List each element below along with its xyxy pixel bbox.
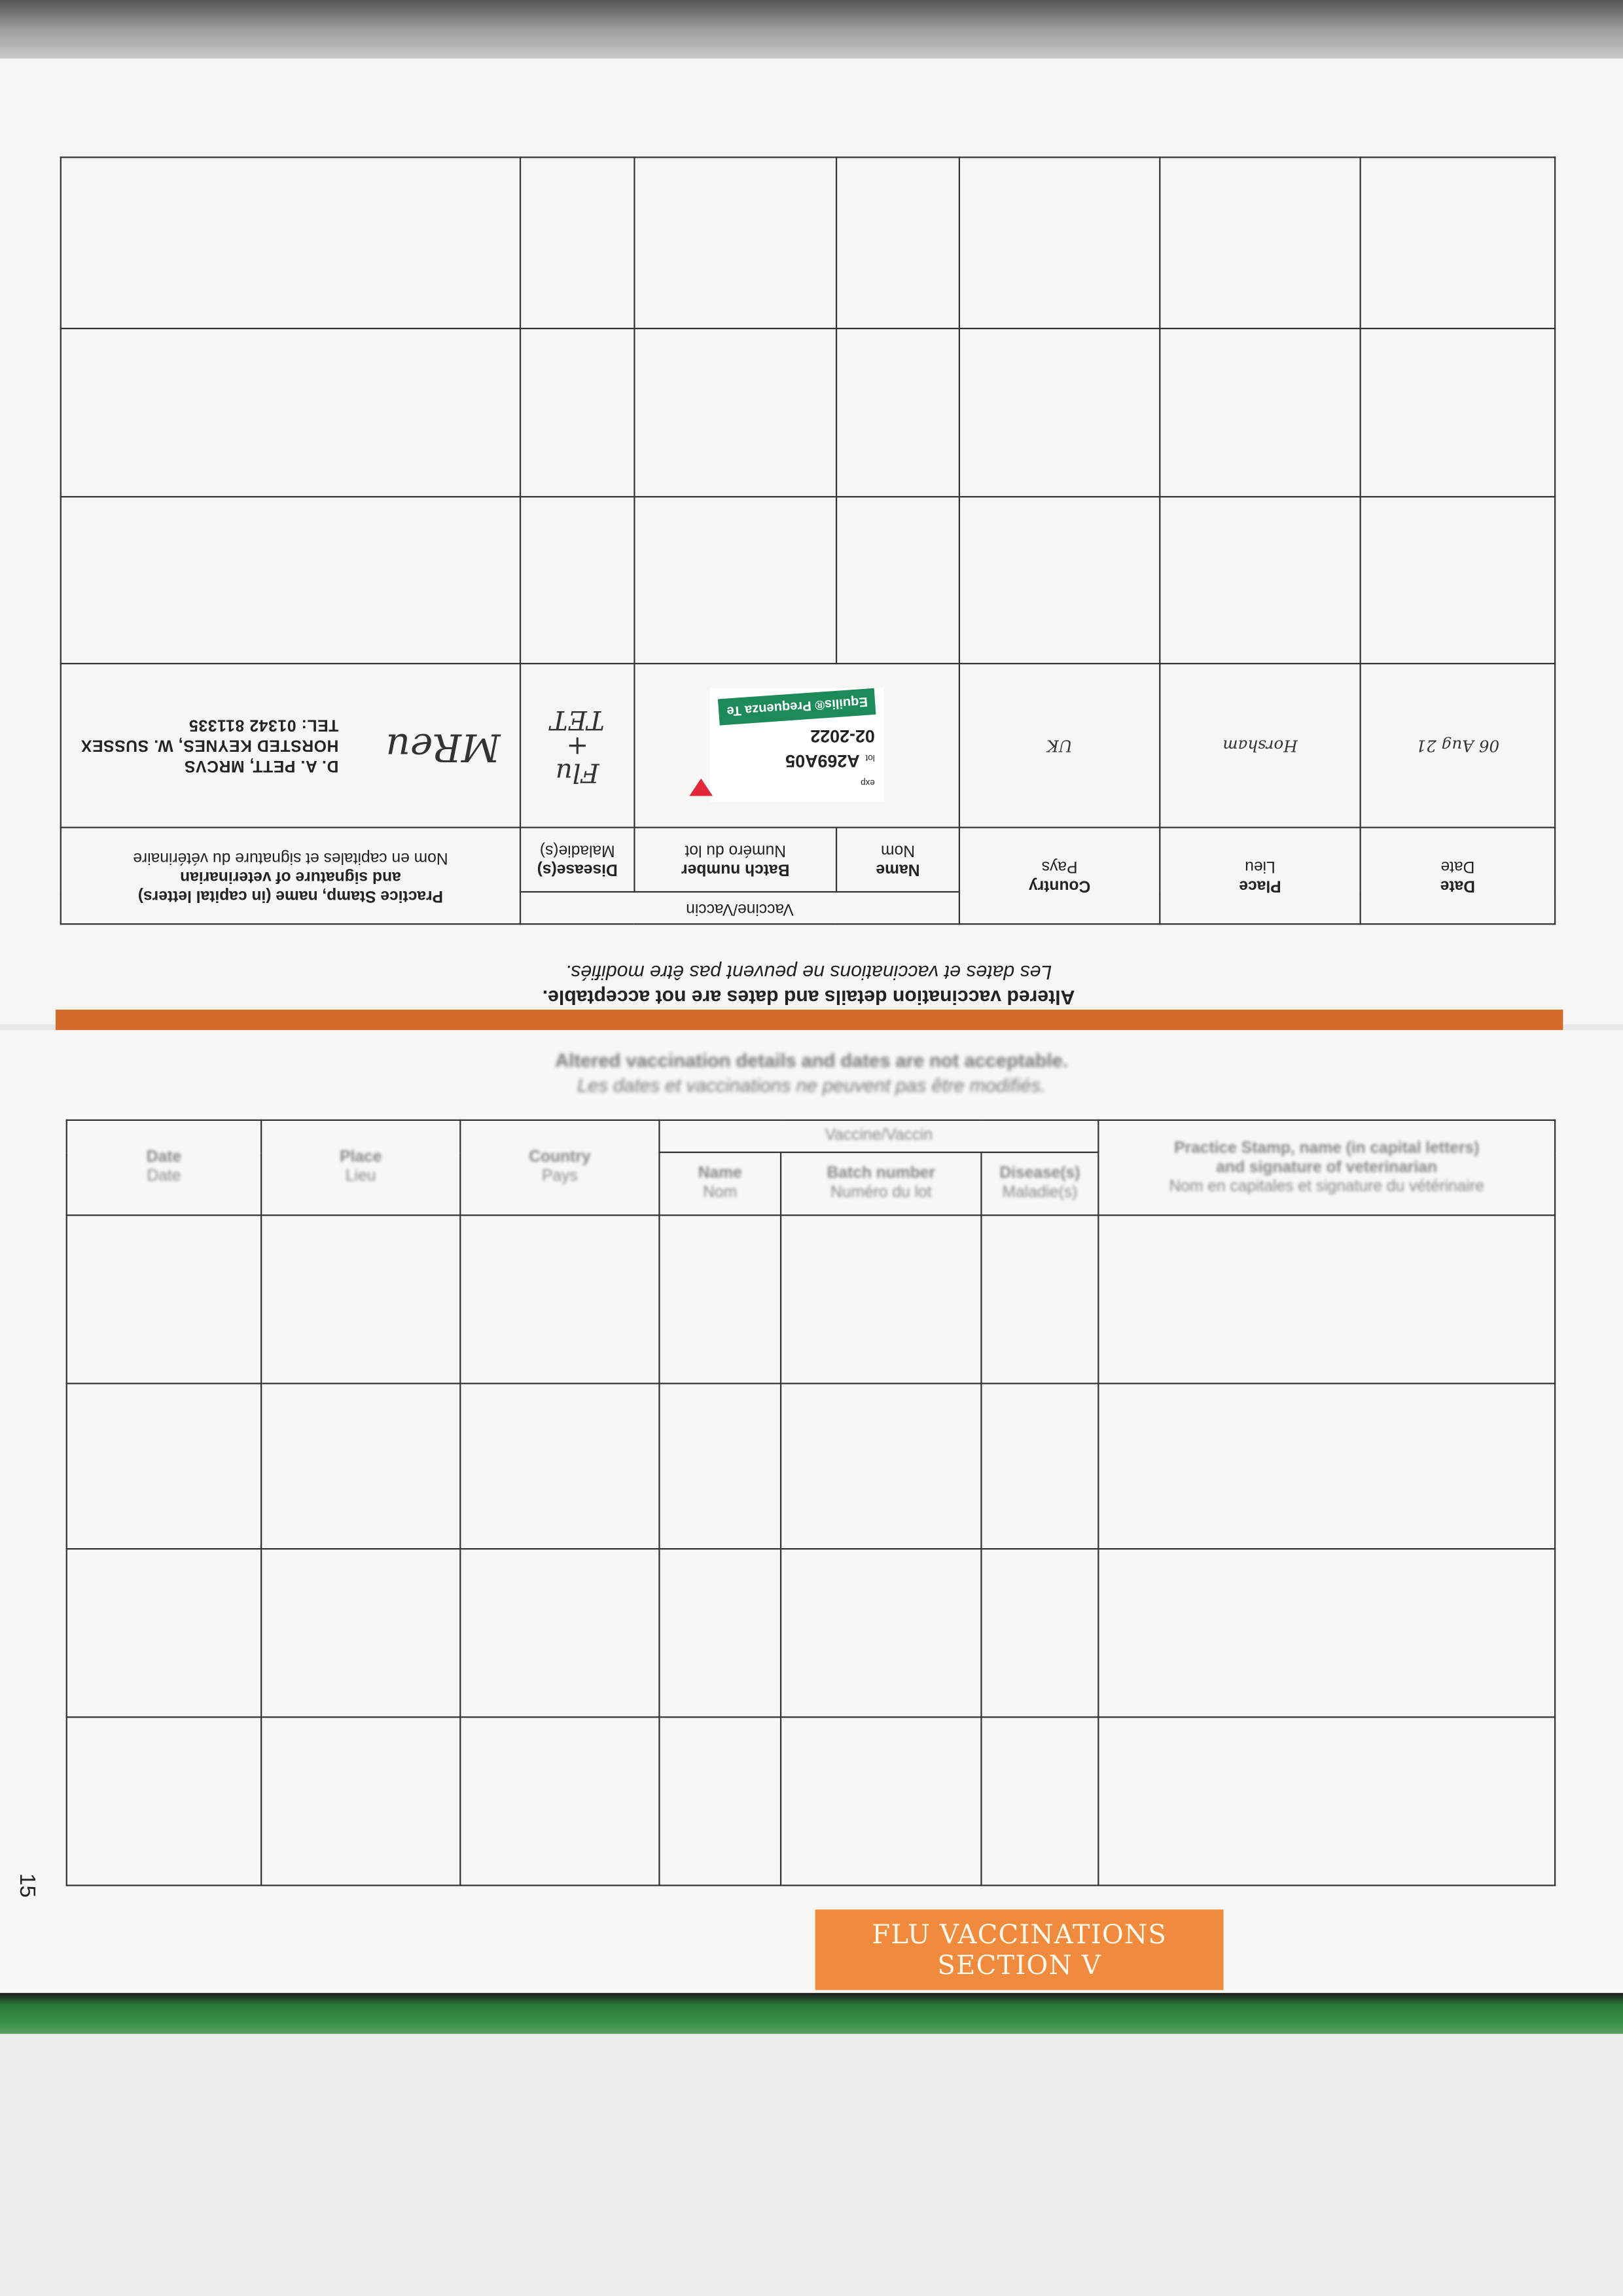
scanner-bed (0, 2034, 1623, 2296)
header-date: Date Date (1360, 827, 1556, 925)
header-vaccine: Vaccine/Vaccin (520, 892, 959, 925)
table-row (65, 1214, 1556, 1385)
table-row (65, 1716, 1556, 1886)
header-disease: Disease(s) Maladie(s) (980, 1151, 1099, 1216)
section-label: FLU VACCINATIONS SECTION V (815, 1909, 1224, 1990)
header-disease: Disease(s) Maladie(s) (520, 827, 635, 892)
orange-page-edge (55, 1010, 1563, 1031)
header-date: Date Date (65, 1119, 262, 1216)
table-row: 06 Aug 21 Horsham UK exp lotA269A05 02-2… (60, 663, 1556, 828)
practice-stamp: D. A. PETT, MRCVS HORSTED KEYNES, W. SUSS… (80, 716, 339, 775)
header-place: Place Lieu (1160, 827, 1361, 925)
vaccine-name: Equilis® Prequenza Te (718, 688, 876, 726)
table-row (65, 1383, 1556, 1550)
table-row (60, 157, 1556, 329)
vet-signature: MReu (385, 724, 501, 769)
header-practice: Practice Stamp, name (in capital letters… (60, 827, 521, 925)
green-cover-edge (0, 1992, 1623, 2034)
entry-disease: Flu + TET (520, 663, 635, 828)
header-name: Name Nom (658, 1151, 782, 1216)
batch-number: A269A05 (785, 751, 860, 772)
page-14 (0, 58, 1623, 1025)
entry-country: UK (959, 663, 1160, 828)
header-batch: Batch number Numéro du lot (779, 1151, 982, 1216)
header-batch: Batch number Numéro du lot (634, 827, 837, 892)
header-country: Country Pays (959, 827, 1160, 925)
header-practice: Practice Stamp, name (in capital letters… (1097, 1119, 1556, 1216)
warning-fr: Les dates et vaccinations ne peuvent pas… (565, 961, 1052, 983)
header-vaccine: Vaccine/Vaccin (658, 1119, 1099, 1154)
vaccine-sticker-cell: exp lotA269A05 02-2022 Equilis® Prequenz… (634, 663, 959, 828)
red-mark-icon (689, 779, 713, 797)
vaccination-table: Date Date Place Lieu Country Pays Vaccine/V… (60, 156, 1556, 925)
lower-page-vaccination-table: Date Date Place Lieu Country Pays Vaccine/V… (65, 1119, 1556, 1886)
table-row (60, 328, 1556, 497)
page-number: 15 (14, 1873, 40, 1898)
warning-text: Altered vaccination details and dates ar… (62, 960, 1556, 1010)
entry-date: 06 Aug 21 (1360, 663, 1556, 828)
header-name: Name Nom (836, 827, 959, 892)
table-row (65, 1548, 1556, 1718)
bottom-warning-text: Altered vaccination details and dates ar… (555, 1049, 1068, 1096)
header-country: Country Pays (459, 1119, 660, 1216)
upper-page-vaccination-block: Altered vaccination details and dates ar… (60, 156, 1556, 1010)
entry-place: Horsham (1160, 663, 1361, 828)
header-place: Place Lieu (260, 1119, 461, 1216)
entry-practice: MReu D. A. PETT, MRCVS HORSTED KEYNES, W.… (60, 663, 521, 828)
warning-en: Altered vaccination details and dates ar… (542, 986, 1075, 1008)
vaccine-batch-sticker: exp lotA269A05 02-2022 Equilis® Prequenz… (689, 688, 884, 803)
table-row (60, 497, 1556, 664)
expiry-date: 02-2022 (810, 726, 875, 747)
